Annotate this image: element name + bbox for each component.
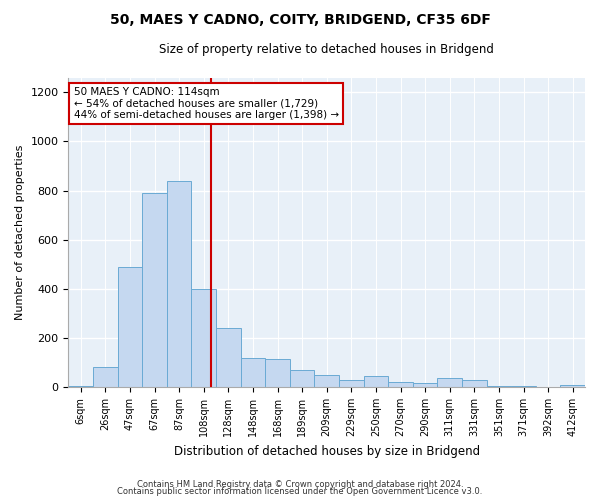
Bar bbox=[413, 384, 437, 387]
Bar bbox=[339, 380, 364, 387]
Bar bbox=[388, 382, 413, 387]
Bar bbox=[560, 384, 585, 387]
X-axis label: Distribution of detached houses by size in Bridgend: Distribution of detached houses by size … bbox=[173, 444, 480, 458]
Bar bbox=[93, 368, 118, 387]
Bar bbox=[191, 289, 216, 387]
Bar bbox=[314, 375, 339, 387]
Bar bbox=[216, 328, 241, 387]
Bar bbox=[364, 376, 388, 387]
Bar bbox=[118, 266, 142, 387]
Bar bbox=[437, 378, 462, 387]
Text: Contains public sector information licensed under the Open Government Licence v3: Contains public sector information licen… bbox=[118, 488, 482, 496]
Bar bbox=[290, 370, 314, 387]
Text: 50 MAES Y CADNO: 114sqm
← 54% of detached houses are smaller (1,729)
44% of semi: 50 MAES Y CADNO: 114sqm ← 54% of detache… bbox=[74, 87, 338, 120]
Text: 50, MAES Y CADNO, COITY, BRIDGEND, CF35 6DF: 50, MAES Y CADNO, COITY, BRIDGEND, CF35 … bbox=[110, 12, 490, 26]
Bar bbox=[68, 386, 93, 387]
Text: Contains HM Land Registry data © Crown copyright and database right 2024.: Contains HM Land Registry data © Crown c… bbox=[137, 480, 463, 489]
Bar bbox=[241, 358, 265, 387]
Bar bbox=[487, 386, 511, 387]
Bar bbox=[142, 193, 167, 387]
Bar bbox=[167, 180, 191, 387]
Bar bbox=[265, 359, 290, 387]
Bar bbox=[462, 380, 487, 387]
Title: Size of property relative to detached houses in Bridgend: Size of property relative to detached ho… bbox=[159, 42, 494, 56]
Bar bbox=[511, 386, 536, 387]
Y-axis label: Number of detached properties: Number of detached properties bbox=[15, 144, 25, 320]
